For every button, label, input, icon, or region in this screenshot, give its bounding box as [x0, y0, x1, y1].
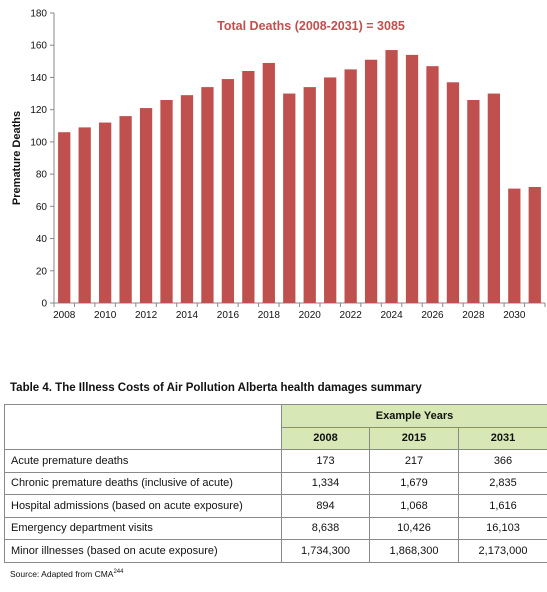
bar-2026 [426, 66, 439, 304]
y-tick-label: 20 [36, 266, 48, 277]
table-cell: 1,679 [369, 471, 459, 495]
bar-2025 [405, 54, 419, 304]
x-tick-label: 2014 [176, 310, 199, 321]
example-years-header: Example Years [281, 404, 547, 428]
table-cell: 8,638 [281, 516, 370, 540]
table-cell: 1,868,300 [369, 539, 459, 563]
x-tick-label: 2022 [340, 310, 363, 321]
y-tick-label: 0 [41, 299, 47, 310]
table-cell: 173 [281, 449, 370, 473]
x-tick-label: 2026 [421, 310, 444, 321]
bar-2016 [221, 79, 235, 303]
bar-2030 [508, 188, 521, 303]
table-cell: 894 [281, 494, 370, 518]
bar-2029 [487, 93, 500, 303]
x-tick-label: 2028 [462, 310, 485, 321]
table-row: Acute premature deaths 173 217 366 [4, 449, 547, 473]
table-group-header-row: Example Years [4, 404, 547, 450]
year-header-cell: 2015 [369, 426, 459, 450]
y-tick-label: 120 [30, 105, 47, 116]
premature-deaths-chart: 0 20 40 60 80 100 120 140 160 180 Premature Deaths… [11, 9, 546, 322]
year-header-cell: 2031 [458, 426, 547, 450]
table-cell: 2,173,000 [458, 539, 547, 563]
source-note: Source: Adapted from CMA244 [10, 569, 123, 579]
table-cell: 10,426 [369, 516, 459, 540]
table-title: Table 4. The Illness Costs of Air Pollut… [10, 382, 422, 394]
y-tick-label: 160 [30, 41, 47, 52]
bar-2027 [446, 82, 460, 304]
health-damages-table: Example Years 2008 2015 2031 Acute prema… [4, 404, 547, 563]
chart-labels: 0 20 40 60 80 100 120 140 160 180 Premature Deaths… [11, 9, 526, 322]
chart-svg: 0 20 40 60 80 100 120 140 160 180 Premature Deaths… [11, 9, 546, 322]
bar-2010 [99, 122, 112, 303]
table-cell: 217 [369, 449, 459, 473]
row-label: Acute premature deaths [4, 449, 282, 473]
x-tick-label: 2030 [503, 310, 526, 321]
table-row: Hospital admissions (based on acute expo… [4, 494, 547, 518]
table-row: Minor illnesses (based on acute exposure… [4, 539, 547, 563]
y-tick-label: 60 [36, 202, 48, 213]
x-tick-label: 2012 [135, 310, 158, 321]
y-tick-label: 140 [30, 73, 47, 84]
row-label: Emergency department visits [4, 516, 282, 540]
chart-bars [58, 50, 541, 304]
y-tick-label: 80 [36, 170, 48, 181]
bar-2028 [467, 100, 480, 303]
source-reference: 244 [113, 569, 124, 576]
table-cell: 1,334 [281, 471, 370, 495]
bar-2024 [385, 50, 398, 303]
table-row: Emergency department visits 8,638 10,426… [4, 516, 547, 540]
bar-2011 [119, 116, 132, 303]
table-cell: 2,835 [458, 471, 547, 495]
y-tick-label: 100 [30, 137, 47, 148]
bar-2019 [283, 93, 296, 303]
bar-2013 [160, 100, 173, 303]
y-axis-title: Premature Deaths [11, 111, 23, 205]
row-label: Minor illnesses (based on acute exposure… [4, 539, 282, 563]
source-text: Source: Adapted from CMA [10, 569, 114, 579]
bar-2017 [242, 71, 255, 303]
bar-2022 [344, 69, 357, 303]
table-cell: 366 [458, 449, 547, 473]
bar-2021 [324, 77, 337, 303]
y-tick-label: 40 [36, 234, 48, 245]
x-tick-label: 2018 [258, 310, 281, 321]
bar-2008 [58, 132, 71, 303]
x-tick-label: 2020 [299, 310, 322, 321]
x-tick-label: 2024 [380, 310, 403, 321]
table-cell: 1,068 [369, 494, 459, 518]
bar-2031 [528, 187, 541, 303]
table-cell: 16,103 [458, 516, 547, 540]
x-tick-label: 2008 [53, 310, 76, 321]
bar-2009 [78, 127, 91, 303]
row-label: Chronic premature deaths (inclusive of a… [4, 471, 282, 495]
table-cell: 1,616 [458, 494, 547, 518]
row-label: Hospital admissions (based on acute expo… [4, 494, 282, 518]
year-header-cell: 2008 [281, 426, 370, 450]
table-year-header-row: 2008 2015 2031 [5, 426, 547, 450]
y-tick-label: 180 [30, 9, 47, 20]
table-row: Chronic premature deaths (inclusive of a… [4, 471, 547, 495]
chart-axes [50, 12, 546, 307]
table-cell: 1,734,300 [281, 539, 370, 563]
x-tick-label: 2016 [217, 310, 240, 321]
bar-2012 [139, 108, 153, 303]
total-deaths-annotation: Total Deaths (2008-2031) = 3085 [217, 19, 405, 33]
bar-2014 [180, 95, 194, 304]
table-corner-cell [4, 404, 282, 450]
bar-2015 [201, 87, 214, 303]
x-tick-label: 2010 [94, 310, 117, 321]
bar-2023 [364, 59, 378, 303]
bar-2018 [262, 62, 275, 303]
bar-2020 [303, 87, 316, 303]
